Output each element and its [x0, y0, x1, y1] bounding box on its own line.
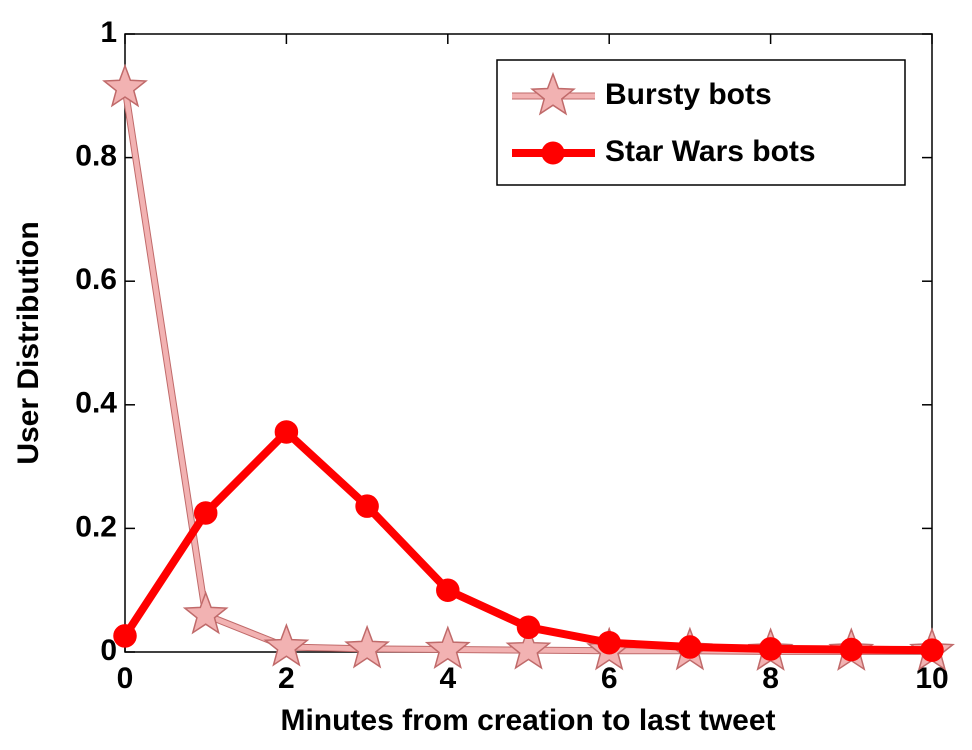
y-tick-label: 0.6	[75, 263, 117, 296]
legend: Bursty bots Star Wars bots	[496, 59, 906, 186]
y-tick-label: 0.4	[75, 387, 117, 420]
circle-marker	[597, 630, 621, 655]
y-tick-label: 0.8	[75, 140, 117, 173]
legend-label: Star Wars bots	[605, 135, 816, 168]
circle-marker	[274, 420, 299, 444]
circle-marker	[113, 624, 137, 648]
y-tick-label: 0	[100, 634, 117, 667]
y-tick-label: 1	[100, 16, 117, 49]
x-tick-label: 6	[601, 662, 618, 695]
circle-marker	[839, 637, 864, 662]
circle-marker	[193, 501, 218, 525]
star-marker	[424, 625, 471, 670]
legend-marker	[530, 71, 576, 116]
x-tick-label: 8	[762, 662, 779, 695]
star-marker	[344, 624, 391, 669]
circle-marker	[436, 578, 460, 602]
legend-box	[496, 59, 906, 186]
x-tick-label: 2	[278, 662, 295, 695]
x-tick-label: 0	[117, 662, 134, 695]
y-tick-label: 0.2	[75, 510, 117, 543]
star-marker	[182, 590, 229, 635]
x-axis-label: Minutes from creation to last tweet	[280, 704, 775, 737]
circle-marker	[678, 635, 702, 659]
x-tick-label: 4	[439, 662, 456, 695]
circle-marker	[355, 494, 379, 518]
circle-marker	[758, 637, 783, 661]
star-marker	[505, 625, 552, 670]
circle-marker	[516, 615, 541, 640]
y-axis-label: User Distribution	[12, 221, 45, 464]
star-marker	[102, 63, 148, 108]
star-marker	[263, 622, 310, 667]
circle-marker	[920, 638, 944, 662]
legend-label: Bursty bots	[605, 78, 772, 111]
legend-marker	[541, 141, 565, 165]
